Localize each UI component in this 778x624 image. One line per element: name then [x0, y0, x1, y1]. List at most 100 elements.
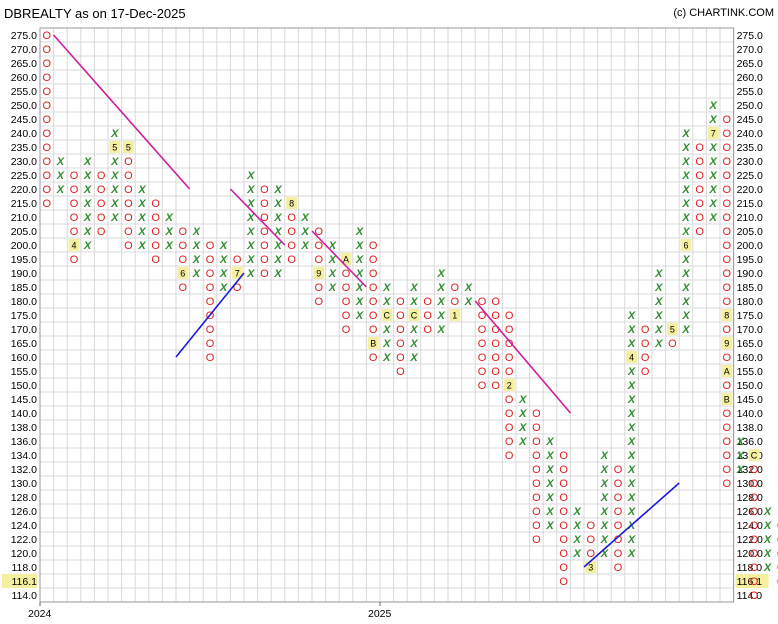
y-tick-label-right: 150.0 — [737, 380, 763, 392]
o-mark: O — [233, 254, 242, 266]
o-mark: O — [151, 254, 160, 266]
o-mark: O — [43, 128, 52, 140]
x-mark: X — [681, 142, 690, 154]
x-mark: X — [56, 184, 65, 196]
x-mark: X — [301, 226, 310, 238]
x-mark: X — [409, 352, 418, 364]
o-mark: O — [723, 184, 732, 196]
o-mark: O — [43, 184, 52, 196]
o-mark: O — [369, 254, 378, 266]
o-mark: O — [723, 142, 732, 154]
x-mark: X — [627, 408, 636, 420]
o-mark: O — [491, 296, 500, 308]
x-mark: X — [192, 240, 201, 252]
y-tick-label-right: 230.0 — [737, 156, 763, 168]
x-mark: X — [273, 226, 282, 238]
o-mark: O — [287, 212, 296, 224]
o-mark: O — [151, 198, 160, 210]
o-mark: O — [70, 212, 79, 224]
x-mark: X — [137, 226, 146, 238]
x-mark: X — [545, 492, 554, 504]
month-marker-box — [408, 309, 420, 321]
o-mark: O — [505, 352, 514, 364]
y-tick-label-left: 210.0 — [11, 212, 37, 224]
o-mark: O — [491, 338, 500, 350]
o-mark: O — [695, 198, 704, 210]
x-mark: X — [464, 296, 473, 308]
o-mark: O — [287, 254, 296, 266]
x-mark: X — [709, 212, 718, 224]
trend-lines — [53, 34, 680, 568]
x-mark: X — [165, 226, 174, 238]
x-mark: X — [83, 226, 92, 238]
o-mark: O — [396, 338, 405, 350]
o-mark: O — [43, 100, 52, 112]
o-mark: O — [369, 352, 378, 364]
o-mark: O — [396, 296, 405, 308]
x-mark: X — [681, 128, 690, 140]
x-mark: X — [545, 436, 554, 448]
o-mark: O — [750, 534, 759, 546]
o-mark: O — [723, 352, 732, 364]
x-mark: X — [627, 380, 636, 392]
x-mark: X — [654, 324, 663, 336]
o-mark: O — [723, 198, 732, 210]
y-tick-label-right: 190.0 — [737, 268, 763, 280]
o-mark: O — [559, 492, 568, 504]
x-mark: X — [246, 198, 255, 210]
o-mark: O — [124, 184, 133, 196]
x-mark: X — [681, 296, 690, 308]
month-marker-box — [680, 239, 692, 251]
x-mark: X — [137, 212, 146, 224]
x-mark: X — [600, 548, 609, 560]
o-mark: O — [70, 170, 79, 182]
o-mark: O — [723, 170, 732, 182]
x-mark: X — [681, 310, 690, 322]
o-mark: O — [206, 268, 215, 280]
o-mark: O — [491, 352, 500, 364]
month-marker: 9 — [724, 339, 729, 349]
o-mark: O — [97, 212, 106, 224]
month-marker-box — [449, 309, 461, 321]
x-mark: X — [627, 338, 636, 350]
y-tick-label-right: 136.0 — [737, 436, 763, 448]
y-tick-label-left: 130.0 — [11, 478, 37, 490]
x-mark: X — [273, 198, 282, 210]
o-mark: O — [750, 590, 759, 602]
y-tick-label-right: 170.0 — [737, 324, 763, 336]
o-mark: O — [478, 352, 487, 364]
x-mark: X — [219, 282, 228, 294]
o-mark: O — [723, 114, 732, 126]
o-mark: O — [43, 114, 52, 126]
x-mark: X — [545, 464, 554, 476]
o-mark: O — [491, 366, 500, 378]
y-tick-label-left: 134.0 — [11, 450, 37, 462]
o-mark: O — [505, 394, 514, 406]
y-tick-label-right: 275.0 — [737, 30, 763, 42]
o-mark: O — [315, 226, 324, 238]
month-marker-box — [367, 337, 379, 349]
o-mark: O — [70, 254, 79, 266]
x-mark: X — [437, 296, 446, 308]
y-tick-label-right: 270.0 — [737, 44, 763, 56]
x-mark: X — [301, 212, 310, 224]
y-tick-label-left: 185.0 — [11, 282, 37, 294]
y-tick-label-left: 118.0 — [12, 562, 38, 574]
o-mark: O — [206, 324, 215, 336]
x-mark: X — [627, 366, 636, 378]
o-mark: O — [614, 492, 623, 504]
y-tick-label-left: 250.0 — [11, 100, 37, 112]
y-tick-label-left: 225.0 — [11, 170, 37, 182]
x-mark: X — [273, 268, 282, 280]
y-tick-label-left: 128.0 — [11, 492, 37, 504]
y-tick-label-left: 205.0 — [11, 226, 37, 238]
o-mark: O — [641, 324, 650, 336]
x-mark: X — [137, 198, 146, 210]
o-mark: O — [97, 170, 106, 182]
x-mark: X — [137, 184, 146, 196]
y-tick-label-right: 128.0 — [737, 492, 763, 504]
o-mark: O — [587, 548, 596, 560]
o-mark: O — [315, 282, 324, 294]
o-mark: O — [723, 226, 732, 238]
x-mark: X — [355, 268, 364, 280]
